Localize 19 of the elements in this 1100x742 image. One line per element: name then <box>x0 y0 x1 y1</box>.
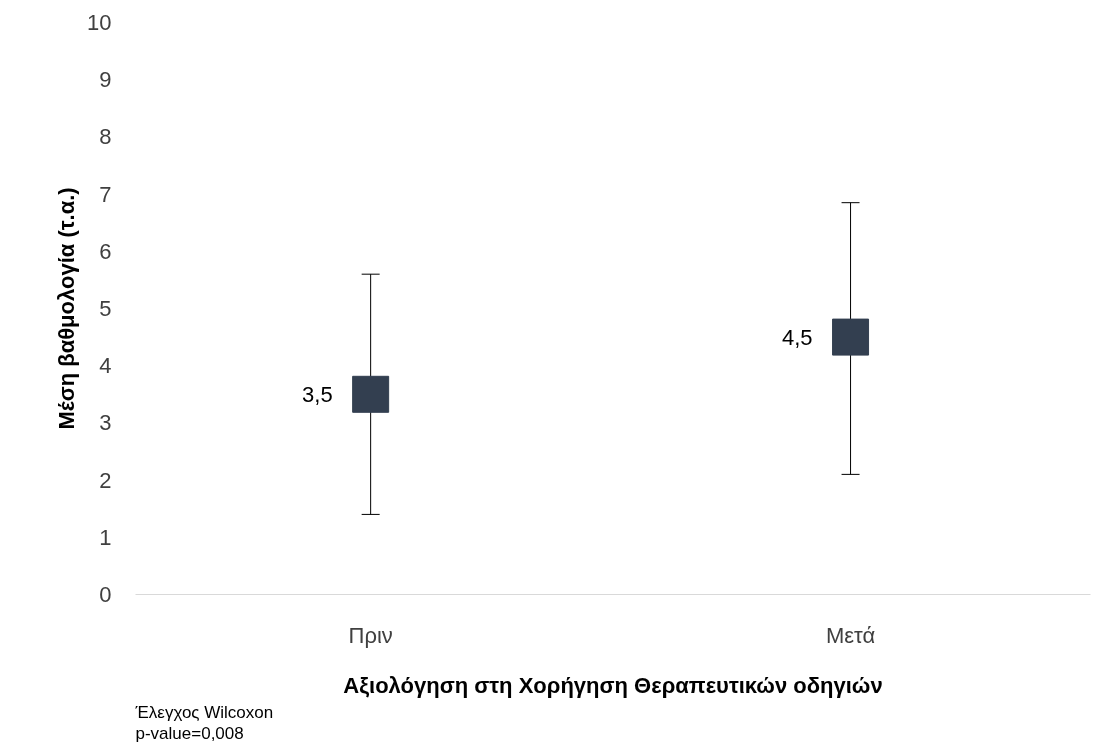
y-tick-label: 1 <box>99 524 112 550</box>
text: Έλεγχος Wilcoxon <box>134 702 274 722</box>
y-tick-label: 4 <box>99 353 112 379</box>
y-axis-title: Μέση βαθμολογία (τ.α.) <box>54 187 80 430</box>
data-label: 3,5 <box>302 381 333 407</box>
y-tick-label: 5 <box>99 296 112 321</box>
y-tick-label: 6 <box>99 238 112 264</box>
data-label: 4,5 <box>781 324 813 350</box>
x-axis-title: Αξιολόγηση στη Χορήγηση Θεραπευτικών οδηγιών <box>343 672 883 698</box>
y-tick-label: 9 <box>99 67 112 93</box>
y-tick-label: 2 <box>99 467 112 493</box>
x-tick-label: Πριν <box>348 622 393 648</box>
y-tick-label: 10 <box>87 10 112 35</box>
y-tick-label: 8 <box>99 124 112 150</box>
y-tick-label: 0 <box>99 582 112 607</box>
y-tick-label: 7 <box>99 181 112 207</box>
y-tick-label: 3 <box>99 410 112 436</box>
x-tick-label: Μετά <box>825 622 876 648</box>
text: p-value=0,008 <box>135 723 244 742</box>
